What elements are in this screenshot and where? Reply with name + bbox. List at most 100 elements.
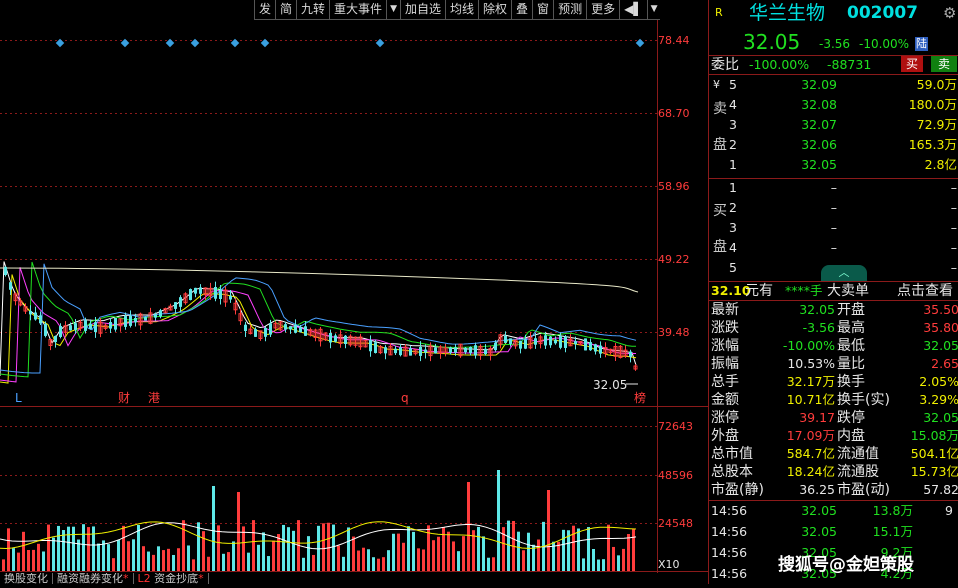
- toolbar-publish-button[interactable]: 发: [254, 0, 276, 20]
- candle-body: [538, 336, 543, 345]
- volume-bar: [332, 524, 335, 571]
- volume-bar: [527, 532, 530, 571]
- volume-bar: [562, 529, 565, 571]
- volume-bar: [152, 554, 155, 571]
- tick-time: 14:56: [711, 524, 748, 539]
- big-order-row[interactable]: 32.10 元有 ****手 大卖单 点击查看: [709, 282, 958, 300]
- toolbar-exright-button[interactable]: 除权: [478, 0, 512, 20]
- volume-axis-label: 48596: [658, 469, 693, 482]
- volume-bar: [267, 556, 270, 571]
- toolbar-more-dropdown-icon[interactable]: ▼: [646, 0, 661, 20]
- quote-stat-row[interactable]: 金额 10.71亿 换手(实) 3.29%: [709, 391, 958, 409]
- toolbar-add-watchlist-button[interactable]: 加自选: [399, 0, 445, 20]
- quote-stat-row[interactable]: 总股本 18.24亿 流通股 15.73亿: [709, 463, 958, 481]
- volume-bar: [612, 546, 615, 571]
- toolbar-nine-turn-button[interactable]: 九转: [296, 0, 330, 20]
- volume-bar: [247, 552, 250, 571]
- volume-bar: [407, 526, 410, 571]
- toolbar-events-dropdown-icon[interactable]: ▼: [386, 0, 400, 20]
- tick-volume: 4.2万: [880, 566, 913, 581]
- volume-bar: [372, 557, 375, 571]
- volume-bar: [342, 556, 345, 571]
- candle-body: [434, 347, 437, 354]
- candle-body: [124, 316, 127, 327]
- buy-order-row[interactable]: 2 – –: [709, 199, 958, 217]
- order-level: 4: [729, 97, 737, 112]
- event-marker-rank[interactable]: 榜: [634, 390, 646, 405]
- toolbar-window-button[interactable]: 窗: [532, 0, 554, 20]
- volume-bar: [482, 536, 485, 571]
- toolbar-overlay-button[interactable]: 叠: [511, 0, 533, 20]
- kline-chart-area[interactable]: 78.44 68.70 58.96 49.22 39.48 72643 4859…: [0, 0, 708, 584]
- weibi-value: -100.00%: [749, 57, 810, 72]
- buy-button[interactable]: 买: [901, 56, 923, 72]
- tick-volume: 13.8万: [872, 503, 913, 518]
- candle-body: [488, 347, 493, 356]
- quote-stat-row[interactable]: 涨停 39.17 跌停 32.05: [709, 409, 958, 427]
- tab-margin-change[interactable]: 融资融券变化*: [53, 573, 134, 584]
- candle-body: [544, 335, 547, 346]
- sell-order-row[interactable]: 5 32.09 59.0万: [709, 76, 958, 94]
- volume-bar: [202, 531, 205, 571]
- candle-body: [174, 302, 177, 309]
- collapse-chevron-icon[interactable]: ︿: [821, 265, 867, 281]
- candle-body: [474, 345, 477, 356]
- buy-order-row[interactable]: 1 – –: [709, 179, 958, 197]
- event-marker-hk[interactable]: 港: [148, 391, 160, 405]
- tick-row[interactable]: 14:56 32.05 4.2万: [709, 565, 958, 583]
- sell-button[interactable]: 卖: [931, 56, 957, 72]
- toolbar-ma-button[interactable]: 均线: [445, 0, 479, 20]
- sell-order-row[interactable]: 3 32.07 72.9万: [709, 116, 958, 134]
- candle-body: [344, 335, 347, 345]
- candle-body: [48, 339, 53, 346]
- weibi-label: 委比: [711, 57, 739, 73]
- tab-fund-bottom[interactable]: L2 资金抄底*: [134, 573, 209, 584]
- candle-body: [89, 323, 92, 329]
- quote-stat-row[interactable]: 涨跌 -3.56 最高 35.80: [709, 319, 958, 337]
- candle-body: [269, 323, 272, 335]
- candle-body: [478, 345, 483, 356]
- quote-stat-row[interactable]: 外盘 17.09万 内盘 15.08万: [709, 427, 958, 445]
- quote-stat-row[interactable]: 市盈(静) 36.25 市盈(动) 57.82: [709, 481, 958, 499]
- order-volume: 59.0万: [916, 77, 957, 92]
- tab-holding-change[interactable]: 换股变化: [0, 573, 53, 584]
- toolbar-simple-button[interactable]: 简: [275, 0, 297, 20]
- tick-price: 32.05: [801, 566, 837, 581]
- stat-label: 总市值: [711, 446, 753, 462]
- quote-stat-row[interactable]: 总市值 584.7亿 流通值 504.1亿: [709, 445, 958, 463]
- candle-body: [233, 302, 238, 311]
- order-volume: 180.0万: [908, 97, 957, 112]
- view-details-link[interactable]: 点击查看: [897, 283, 953, 299]
- candle-body: [63, 325, 68, 333]
- gear-icon[interactable]: ⚙: [943, 4, 957, 22]
- volume-bar: [262, 532, 265, 571]
- tick-row[interactable]: 14:56 32.05 9.2万: [709, 544, 958, 562]
- quote-stat-row[interactable]: 振幅 10.53% 量比 2.65: [709, 355, 958, 373]
- sell-order-row[interactable]: 2 32.06 165.3万: [709, 136, 958, 154]
- tick-row[interactable]: 14:56 32.05 15.1万: [709, 523, 958, 541]
- quote-stat-row[interactable]: 总手 32.17万 换手 2.05%: [709, 373, 958, 391]
- volume-bar: [127, 541, 130, 571]
- tick-row[interactable]: 14:56 32.05 13.8万 9: [709, 502, 958, 520]
- volume-bar: [572, 525, 575, 571]
- event-marker-financial[interactable]: 财: [118, 391, 130, 405]
- buy-order-row[interactable]: 4 – –: [709, 239, 958, 257]
- sell-order-row[interactable]: 4 32.08 180.0万: [709, 96, 958, 114]
- event-marker-q[interactable]: q: [401, 391, 409, 405]
- quote-stat-row[interactable]: 最新 32.05 开盘 35.50: [709, 301, 958, 319]
- kline-chart[interactable]: 78.44 68.70 58.96 49.22 39.48 72643 4859…: [0, 0, 708, 584]
- volume-bar: [367, 549, 370, 571]
- candle-body: [29, 310, 32, 315]
- candle-body: [369, 339, 372, 352]
- event-marker-l[interactable]: L: [15, 391, 22, 405]
- price-axis-label: 49.22: [658, 253, 690, 266]
- tick-price: 32.05: [801, 503, 837, 518]
- toolbar-forecast-button[interactable]: 预测: [553, 0, 587, 20]
- buy-order-row[interactable]: 3 – –: [709, 219, 958, 237]
- toolbar-major-events-button[interactable]: 重大事件: [329, 0, 387, 20]
- toolbar-more-button[interactable]: 更多: [586, 0, 620, 20]
- toolbar-panel-toggle-icon[interactable]: ◀▌: [619, 0, 647, 20]
- candle-body: [118, 318, 123, 327]
- sell-order-row[interactable]: 1 32.05 2.8亿: [709, 156, 958, 174]
- quote-stat-row[interactable]: 涨幅 -10.00% 最低 32.05: [709, 337, 958, 355]
